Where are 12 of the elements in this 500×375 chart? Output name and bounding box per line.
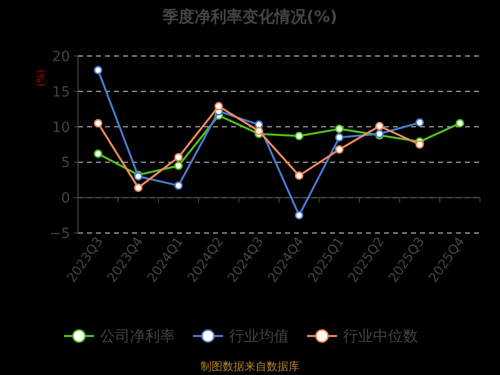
y-tick-label: −5 — [49, 226, 70, 242]
text: 制图数据来自数据库 — [200, 360, 300, 373]
y-tick-label: 10 — [52, 120, 70, 136]
chart-title: 季度净利率变化情况(%) — [162, 7, 338, 26]
y-tick-label: 15 — [52, 84, 70, 100]
legend-label: 行业中位数 — [343, 327, 418, 345]
y-tick-label: 20 — [52, 49, 70, 65]
y-tick-label: 5 — [61, 155, 70, 172]
legend-label: 公司净利率 — [100, 327, 175, 345]
y-axis-title: (%) — [36, 69, 47, 87]
y-tick-label: 0 — [61, 190, 70, 207]
legend-label: 行业均值 — [229, 327, 289, 345]
